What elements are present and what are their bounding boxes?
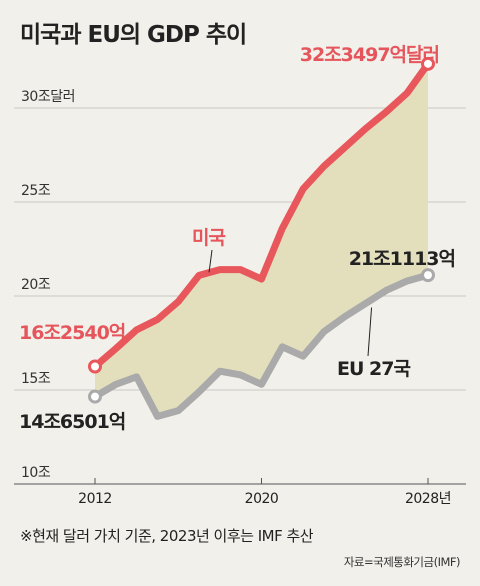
y-tick-label: 10조 xyxy=(21,465,51,481)
chart-title: 미국과 EU의 GDP 추이 xyxy=(20,22,246,48)
eu-series-label: EU 27국 xyxy=(337,358,410,380)
us-start-point xyxy=(88,359,102,374)
x-tick-label: 2012 xyxy=(78,491,112,507)
y-tick-label: 30조달러 xyxy=(21,89,75,105)
us-series-label: 미국 xyxy=(192,227,225,249)
us-series-line xyxy=(91,60,432,370)
eu-start-point xyxy=(88,389,102,404)
y-axis-ticks: 10조 15조 20조 25조 30조달러 xyxy=(21,89,75,481)
eu-series-line xyxy=(91,271,432,420)
eu-end-point xyxy=(421,268,435,283)
eu-label-leader xyxy=(367,307,373,357)
x-tick-label: 2028년 xyxy=(405,491,451,507)
x-tick-label: 2020 xyxy=(245,491,279,507)
x-axis-ticks: 2012 2020 2028년 xyxy=(78,478,452,507)
us-end-label: 32조3497억달러 xyxy=(300,44,439,66)
us-end-point xyxy=(421,56,435,71)
y-tick-label: 25조 xyxy=(21,183,51,199)
us-start-label: 16조2540억 xyxy=(19,322,125,344)
eu-start-label: 14조6501억 xyxy=(19,411,125,433)
eu-end-label: 21조1113억 xyxy=(349,248,455,270)
source-note: 자료=국제통화기금(IMF) xyxy=(344,555,460,569)
endpoint-markers xyxy=(88,56,435,404)
y-tick-label: 15조 xyxy=(21,371,51,387)
y-tick-label: 20조 xyxy=(21,277,51,293)
us-label-leader xyxy=(208,249,213,273)
footnote: ※현재 달러 가치 기준, 2023년 이후는 IMF 추산 xyxy=(20,527,314,545)
